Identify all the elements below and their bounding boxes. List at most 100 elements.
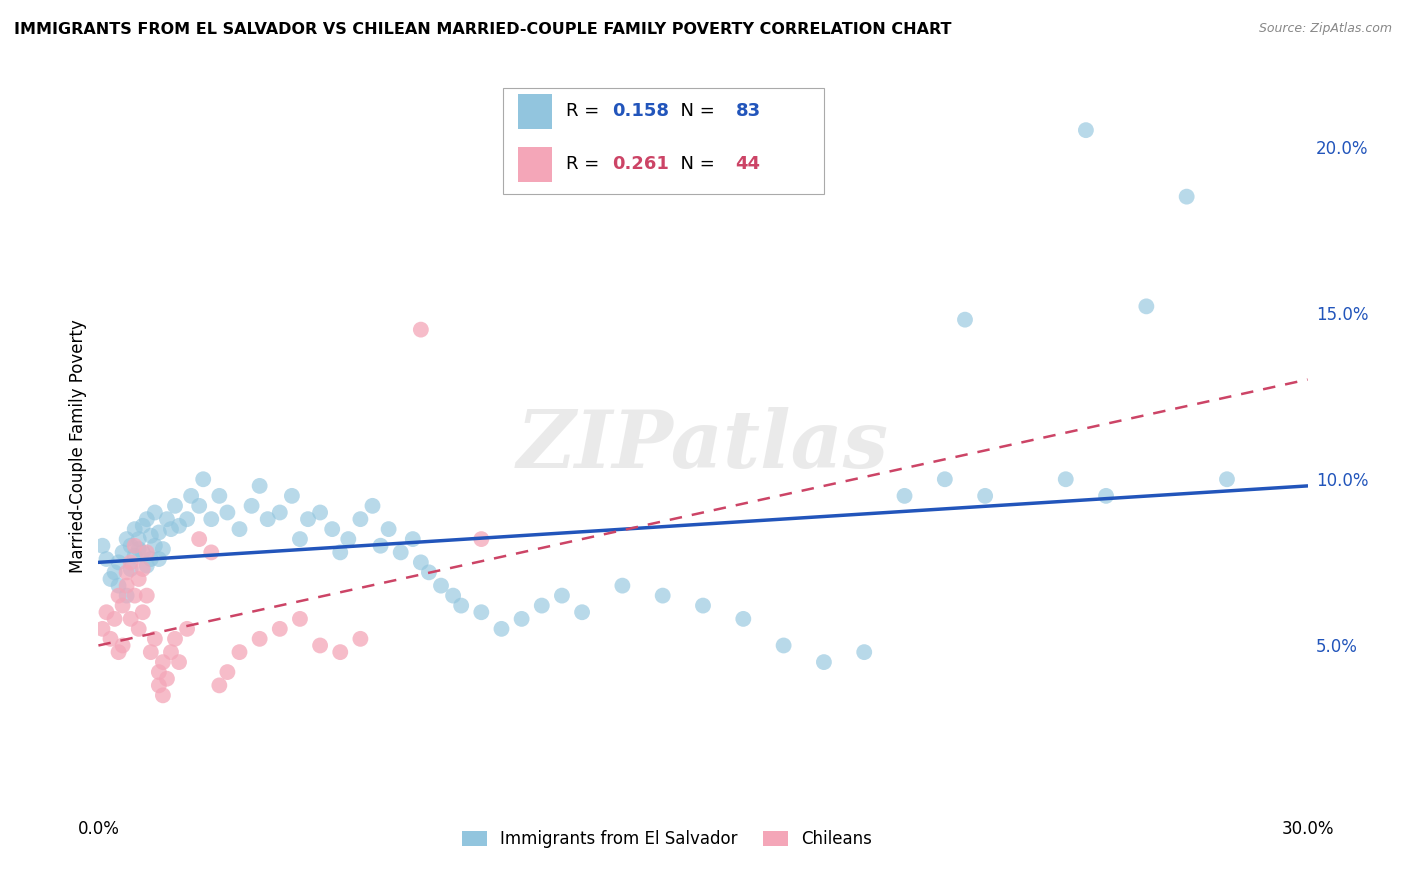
Point (349, 512, 371, 526)
Point (228, 645, 250, 659)
Point (107, 645, 129, 659)
Point (418, 566, 440, 580)
Point (329, 645, 352, 659)
Point (200, 512, 222, 526)
Point (269, 622, 291, 636)
Point (208, 678, 231, 692)
Point (510, 612, 533, 626)
Point (450, 599, 472, 613)
Point (115, 589, 138, 603)
Point (612, 579, 634, 593)
Point (135, 558, 157, 573)
Text: IMMIGRANTS FROM EL SALVADOR VS CHILEAN MARRIED-COUPLE FAMILY POVERTY CORRELATION: IMMIGRANTS FROM EL SALVADOR VS CHILEAN M… (14, 22, 952, 37)
Point (208, 489, 231, 503)
Point (91, 539, 114, 553)
Point (953, 312, 976, 326)
Point (152, 542, 174, 557)
Point (91, 622, 114, 636)
Point (228, 522, 250, 536)
Text: R =: R = (567, 155, 606, 173)
Point (188, 532, 211, 546)
Point (120, 562, 142, 576)
Point (1095, 489, 1118, 503)
Text: 0.158: 0.158 (613, 103, 669, 120)
Point (152, 689, 174, 703)
Y-axis label: Married-Couple Family Poverty: Married-Couple Family Poverty (69, 319, 87, 573)
Point (143, 632, 166, 646)
Point (160, 522, 183, 536)
Point (530, 599, 553, 613)
Point (1216, 472, 1239, 486)
Point (217, 506, 239, 520)
Point (297, 512, 319, 526)
Point (135, 589, 157, 603)
Point (188, 499, 211, 513)
Point (571, 605, 593, 619)
Text: 44: 44 (735, 155, 761, 173)
Point (402, 532, 425, 546)
Point (337, 532, 360, 546)
Point (733, 612, 755, 626)
Point (152, 655, 174, 669)
Point (111, 639, 134, 653)
Point (321, 522, 343, 536)
Point (692, 599, 714, 613)
Point (128, 532, 150, 546)
Point (269, 506, 291, 520)
Point (217, 665, 239, 679)
Point (370, 539, 392, 553)
Point (160, 645, 183, 659)
Point (132, 562, 155, 576)
Point (288, 612, 311, 626)
Text: N =: N = (669, 103, 721, 120)
Point (240, 499, 263, 513)
Point (772, 639, 794, 653)
FancyBboxPatch shape (503, 87, 824, 194)
Point (103, 612, 125, 626)
Point (176, 622, 198, 636)
Point (249, 632, 271, 646)
Point (120, 555, 142, 569)
Point (132, 605, 155, 619)
Point (377, 522, 399, 536)
Point (107, 589, 129, 603)
Point (430, 579, 453, 593)
Point (124, 539, 146, 553)
Point (1135, 299, 1157, 313)
Point (124, 522, 146, 536)
Point (107, 579, 129, 593)
Point (256, 512, 278, 526)
Text: 0.261: 0.261 (613, 155, 669, 173)
Point (128, 622, 150, 636)
Point (853, 645, 876, 659)
Point (361, 499, 384, 513)
Point (329, 545, 352, 559)
Point (111, 599, 134, 613)
Point (96, 552, 118, 566)
Point (409, 323, 432, 337)
Point (128, 572, 150, 586)
Text: 83: 83 (735, 103, 761, 120)
Point (132, 545, 155, 559)
Text: N =: N = (669, 155, 721, 173)
Point (813, 655, 835, 669)
FancyBboxPatch shape (517, 94, 553, 129)
Point (107, 555, 129, 569)
Point (135, 512, 157, 526)
Point (120, 539, 142, 553)
Point (148, 552, 170, 566)
Point (974, 489, 997, 503)
Point (651, 589, 673, 603)
Point (200, 545, 222, 559)
Point (1175, 189, 1198, 203)
Point (167, 655, 190, 669)
Point (132, 518, 155, 533)
Point (470, 605, 492, 619)
Point (249, 479, 271, 493)
Point (288, 532, 311, 546)
Point (389, 545, 412, 559)
Point (1074, 123, 1097, 137)
Point (893, 489, 915, 503)
Point (349, 632, 371, 646)
Point (470, 532, 492, 546)
